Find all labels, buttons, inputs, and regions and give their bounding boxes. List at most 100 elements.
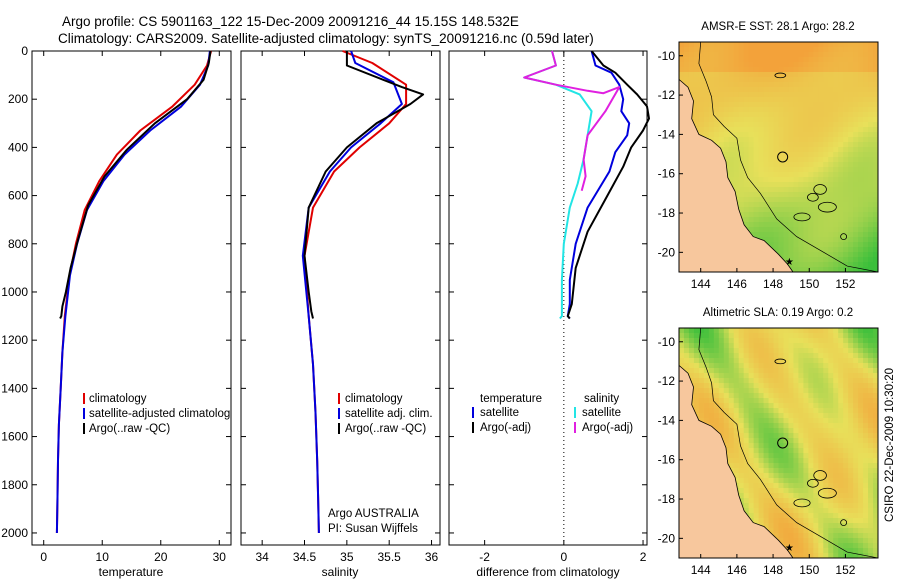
map-cell [763, 398, 770, 404]
map-cell [868, 538, 874, 544]
map-cell [843, 543, 849, 549]
map-cell [853, 548, 859, 554]
map-cell [853, 112, 859, 118]
reef-outline [774, 358, 787, 365]
map-cell [833, 353, 839, 359]
map-cell [748, 207, 755, 213]
map-cell [873, 187, 878, 193]
map-cell [708, 77, 715, 83]
map-cell [853, 237, 859, 243]
map-cell [788, 172, 795, 178]
map-cell [868, 358, 874, 364]
map-cell [733, 127, 740, 133]
map-cell [868, 172, 874, 178]
map-cell [868, 508, 874, 514]
map-cell [763, 428, 770, 434]
map-cell [703, 62, 710, 68]
map-cell [838, 177, 844, 183]
map-cell [728, 428, 735, 434]
map-cell [833, 172, 839, 178]
map-cell [788, 192, 795, 198]
map-cell [773, 117, 780, 123]
map-cell [758, 408, 765, 414]
map-cell [823, 107, 829, 113]
map-cell [753, 418, 760, 424]
map-cell [798, 197, 804, 203]
map-cell [818, 142, 824, 148]
series-line-temperature-satellite [566, 50, 631, 320]
map-cell [753, 448, 760, 454]
map-cell [718, 62, 725, 68]
map-cell [748, 117, 755, 123]
map-cell [818, 72, 824, 78]
map-cell [793, 207, 799, 213]
map-cell [843, 62, 849, 68]
map-cell [868, 428, 874, 434]
map-cell [778, 242, 785, 248]
map-cell [788, 493, 795, 499]
map-cell [843, 67, 849, 73]
map-cell [773, 363, 780, 369]
map-cell [753, 112, 760, 118]
map-cell [788, 232, 795, 238]
map-cell [838, 483, 844, 489]
map-cell [693, 72, 700, 78]
map-cell [753, 453, 760, 459]
map-cell [828, 222, 834, 228]
map-cell [763, 112, 770, 118]
map-cell [718, 348, 725, 354]
map-cell [828, 388, 834, 394]
map-cell [873, 97, 878, 103]
map-cell [858, 353, 864, 359]
map-cell [828, 423, 834, 429]
map-cell [858, 202, 864, 208]
map-cell [868, 257, 874, 263]
map-cell [808, 498, 814, 504]
map-cell [793, 137, 799, 143]
map-cell [803, 237, 809, 243]
map-cell [868, 448, 874, 454]
map-cell [803, 448, 809, 454]
map-cell [808, 212, 814, 218]
map-cell [758, 97, 765, 103]
map-cell [853, 388, 859, 394]
map-cell [783, 92, 790, 98]
map-cell [738, 428, 745, 434]
map-cell [838, 62, 844, 68]
map-cell [753, 513, 760, 519]
map-cell [823, 172, 829, 178]
map-cell [788, 548, 795, 554]
map-cell [853, 378, 859, 384]
map-cell [738, 42, 745, 48]
map-cell [698, 388, 705, 394]
map-cell [813, 423, 819, 429]
map-cell [713, 368, 720, 374]
map-cell [783, 207, 790, 213]
map-cell [808, 222, 814, 228]
map-cell [868, 262, 874, 268]
map-cell [798, 483, 804, 489]
map-cell [868, 87, 874, 93]
map-cell [818, 403, 824, 409]
map-cell [858, 142, 864, 148]
map-cell [693, 57, 700, 63]
map-cell [708, 418, 715, 424]
map-cell [708, 353, 715, 359]
map-cell [833, 217, 839, 223]
map-cell [713, 338, 720, 344]
map-cell [853, 498, 859, 504]
map-cell [758, 493, 765, 499]
map-cell [833, 47, 839, 53]
map-cell [873, 232, 878, 238]
map-cell [833, 508, 839, 514]
map-cell [728, 453, 735, 459]
map-cell [718, 127, 725, 133]
map-cell [793, 453, 799, 459]
map-cell [688, 358, 695, 364]
map-cell [823, 353, 829, 359]
map-cell [753, 102, 760, 108]
map-cell [753, 142, 760, 148]
map-cell [703, 77, 710, 83]
map-cell [753, 353, 760, 359]
map-cell [788, 72, 795, 78]
